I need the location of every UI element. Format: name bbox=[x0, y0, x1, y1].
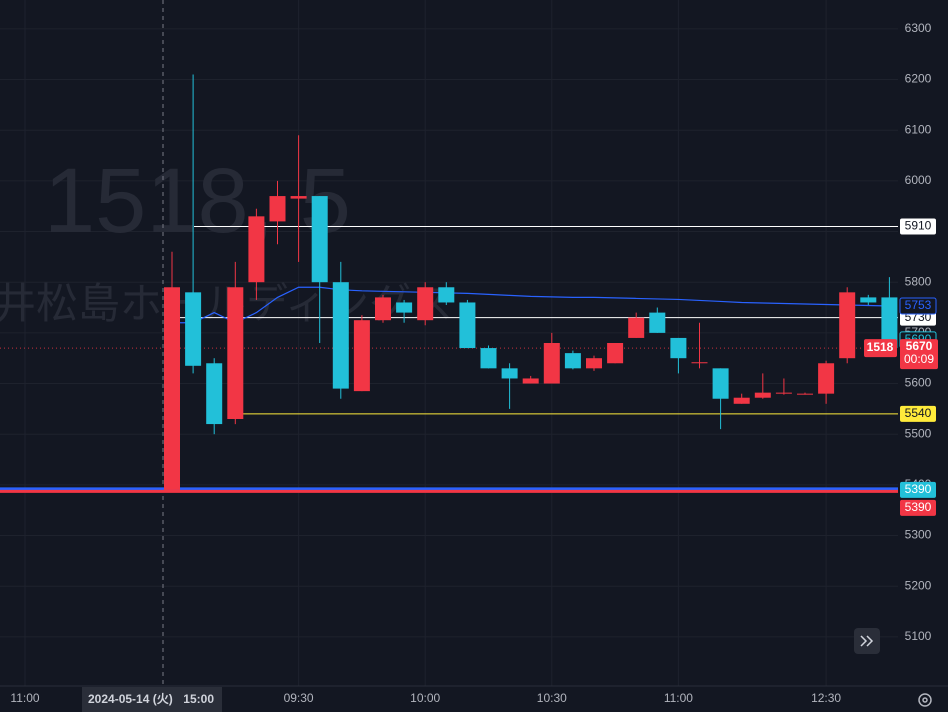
watermark-symbol: 1518, 5 bbox=[44, 150, 351, 252]
y-tick-label: 5600 bbox=[905, 376, 932, 390]
candle-body bbox=[649, 312, 666, 333]
crosshair-date: 2024-05-14 (火) bbox=[88, 692, 173, 706]
y-tick-label: 6000 bbox=[905, 173, 932, 187]
candle-body bbox=[417, 287, 434, 321]
candle-body bbox=[501, 368, 518, 379]
crosshair-time: 15:00 bbox=[183, 692, 214, 706]
y-tick-label: 5500 bbox=[905, 426, 932, 440]
candle-body bbox=[522, 378, 539, 384]
candle-body bbox=[628, 317, 645, 338]
vwap-label-box bbox=[899, 297, 937, 315]
candle-body bbox=[206, 363, 223, 425]
candle-body bbox=[754, 392, 771, 398]
settings-button[interactable] bbox=[918, 693, 932, 707]
last-price-box bbox=[900, 339, 938, 370]
level-label-box bbox=[900, 218, 936, 235]
y-tick-label: 6200 bbox=[905, 72, 932, 86]
candle-body bbox=[881, 297, 898, 349]
candle-body bbox=[775, 392, 792, 394]
candle-body bbox=[691, 362, 708, 364]
candle-body bbox=[396, 302, 413, 313]
level-label-box bbox=[900, 481, 936, 498]
vwap-label: 5753 bbox=[905, 298, 932, 312]
candle-body bbox=[375, 297, 391, 321]
level-label: 5390 bbox=[905, 500, 932, 514]
candle-body bbox=[860, 297, 877, 303]
x-tick-label: 10:00 bbox=[410, 691, 440, 705]
symbol-tag-box bbox=[864, 339, 897, 358]
x-tick-label: 11:00 bbox=[10, 691, 39, 705]
plot bbox=[0, 74, 898, 493]
candle-body bbox=[797, 393, 813, 395]
candle-body bbox=[564, 353, 581, 369]
y-tick-label: 5800 bbox=[905, 274, 932, 288]
candle-body bbox=[459, 302, 476, 349]
candle-body bbox=[269, 196, 286, 222]
y-tick-label: 5200 bbox=[905, 578, 932, 592]
candle-body bbox=[480, 348, 497, 369]
level-label-box bbox=[900, 499, 936, 516]
candle-body bbox=[164, 287, 180, 490]
x-tick-label: 10:30 bbox=[537, 691, 567, 705]
x-tick-label: 11:00 bbox=[664, 691, 693, 705]
y-tick-label: 6300 bbox=[905, 21, 932, 35]
candle-body bbox=[818, 363, 835, 394]
y-tick-label: 5100 bbox=[905, 629, 932, 643]
level-label: 5910 bbox=[905, 219, 932, 233]
candle-body bbox=[586, 358, 602, 369]
candle-body bbox=[712, 368, 729, 399]
candle-body bbox=[670, 337, 687, 359]
candle-body bbox=[353, 320, 370, 392]
last-price-label: 5670 bbox=[906, 339, 933, 353]
candle-body bbox=[185, 292, 202, 366]
countdown: 00:09 bbox=[904, 352, 934, 366]
candle-body bbox=[290, 196, 307, 199]
y-tick-label: 6100 bbox=[905, 122, 932, 136]
candle-body bbox=[332, 282, 349, 389]
vwap-line bbox=[172, 286, 890, 324]
candle-body bbox=[543, 343, 560, 384]
candle-body bbox=[227, 287, 244, 419]
scroll-button[interactable] bbox=[854, 628, 880, 654]
candle-body bbox=[839, 292, 856, 359]
level-label-box bbox=[900, 405, 936, 422]
x-tick-label: 09:30 bbox=[284, 691, 314, 705]
crosshair-label-box bbox=[82, 687, 222, 712]
candle-body bbox=[311, 196, 328, 283]
symbol-tag: 1518 bbox=[867, 340, 894, 354]
level-label: 5540 bbox=[905, 406, 932, 420]
candle-body bbox=[438, 287, 455, 303]
y-tick-label: 5300 bbox=[905, 528, 932, 542]
candle-body bbox=[733, 397, 750, 404]
x-tick-label: 12:30 bbox=[811, 691, 841, 705]
candle-body bbox=[248, 216, 265, 283]
axes: 5100520053005400550056005700580059006000… bbox=[284, 21, 938, 705]
candle-body bbox=[607, 343, 624, 364]
level-label: 5390 bbox=[905, 482, 932, 496]
